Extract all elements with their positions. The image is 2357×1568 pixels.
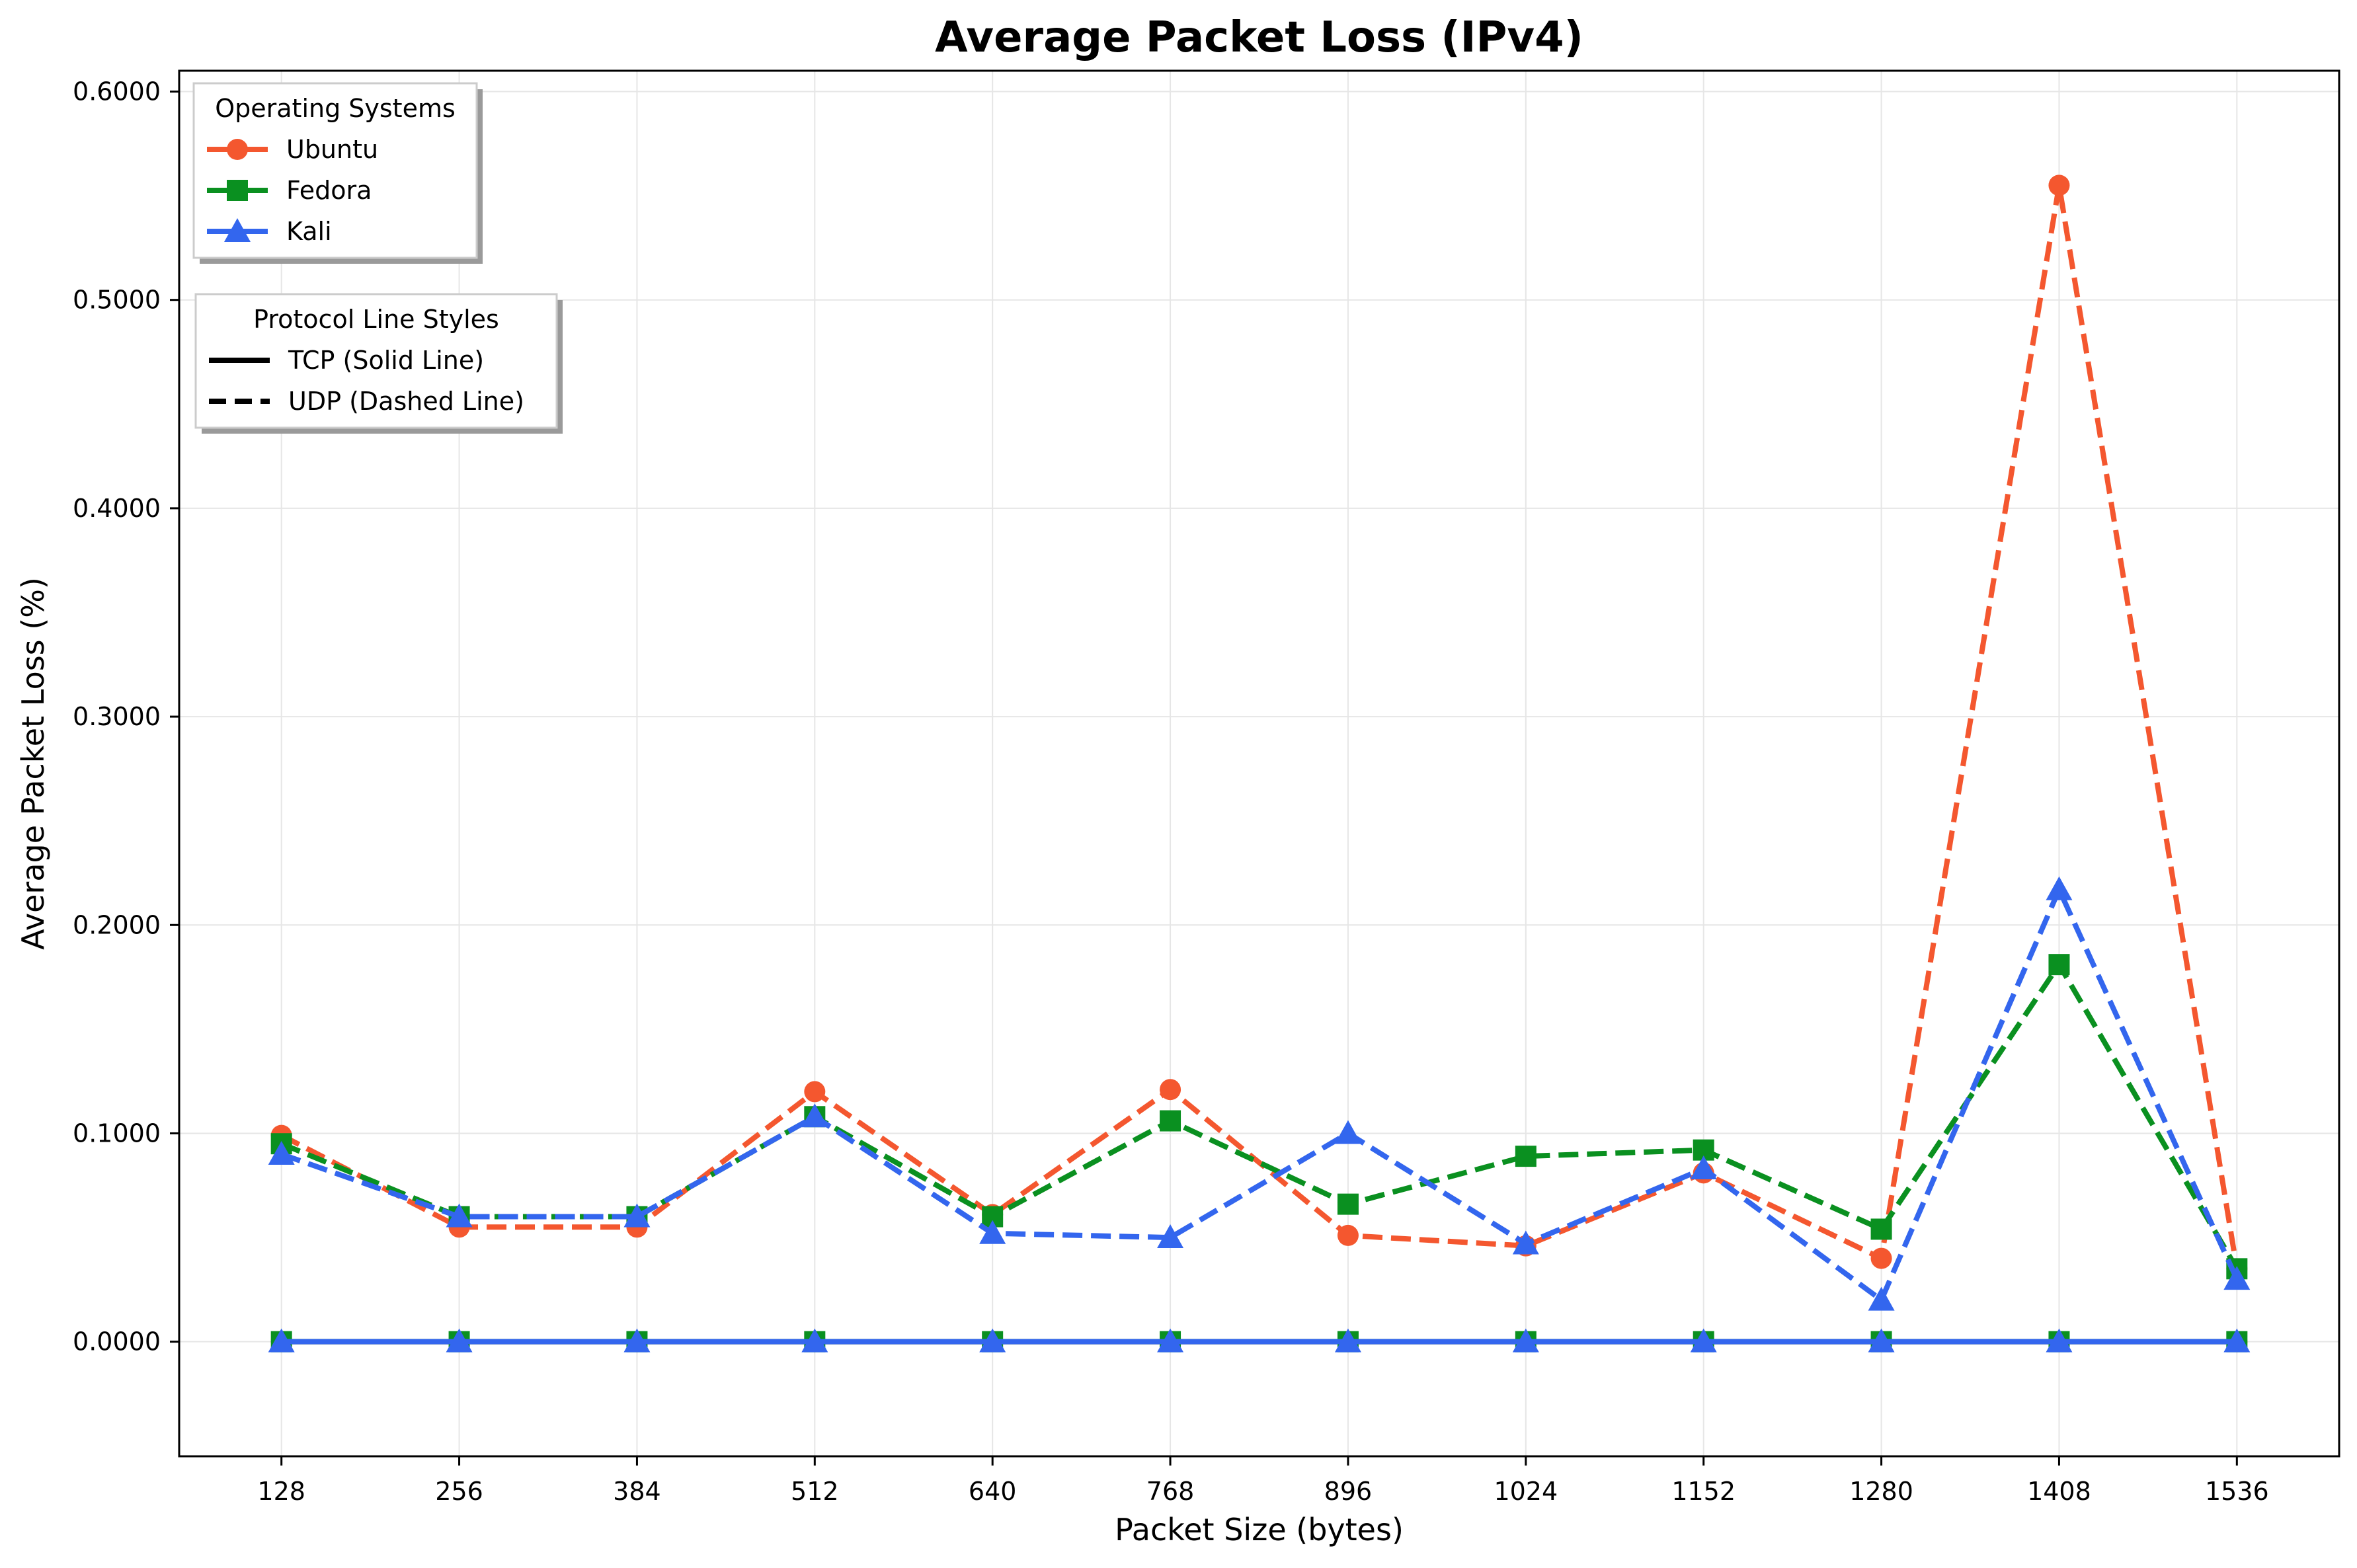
legend-operating-systems: Operating Systems Ubuntu Fedora Kali (192, 82, 483, 264)
data-point-fedora-udp (1337, 1193, 1359, 1215)
data-point-ubuntu-udp (1870, 1247, 1892, 1269)
series-kali-udp (268, 876, 2251, 1311)
data-point-kali-tcp (801, 1328, 828, 1352)
series-line-kali-udp (280, 886, 2239, 1303)
x-tick-label: 256 (435, 1477, 483, 1506)
data-point-kali-tcp (268, 1328, 295, 1352)
x-axis-label: Packet Size (bytes) (1115, 1512, 1404, 1548)
data-point-fedora-udp (1870, 1218, 1892, 1240)
tick-layer: 128 256 384 512 640 768 896 1024 1152 1280 1408 153… (73, 77, 2269, 1506)
data-point-kali-udp (446, 1203, 473, 1228)
y-tick-label: 0.1000 (73, 1118, 161, 1148)
y-tick-label: 0.6000 (73, 77, 161, 106)
data-point-kali-udp (1868, 1286, 1895, 1311)
legend-marker-ubuntu (227, 139, 248, 160)
data-point-kali-tcp (1690, 1328, 1717, 1352)
data-point-kali-tcp (1334, 1328, 1361, 1352)
x-tick-label: 1280 (1849, 1477, 1913, 1506)
legend-title: Protocol Line Styles (253, 305, 499, 334)
x-tick-label: 896 (1324, 1477, 1373, 1506)
x-tick-label: 1024 (1494, 1477, 1558, 1506)
y-tick-label: 0.0000 (73, 1327, 161, 1356)
y-tick-label: 0.4000 (73, 494, 161, 523)
x-tick-label: 640 (969, 1477, 1017, 1506)
data-point-kali-tcp (1868, 1328, 1895, 1352)
data-point-kali-tcp (623, 1328, 651, 1352)
y-tick-label: 0.5000 (73, 286, 161, 315)
data-point-ubuntu-udp (1337, 1224, 1359, 1246)
series-line-ubuntu-udp (280, 182, 2240, 1269)
data-point-kali-udp (1157, 1224, 1184, 1249)
data-point-kali-udp (268, 1140, 295, 1165)
legend-title: Operating Systems (215, 94, 456, 123)
y-tick-label: 0.3000 (73, 702, 161, 731)
x-tick-label: 768 (1146, 1477, 1195, 1506)
legend-entry-label: TCP (Solid Line) (288, 346, 484, 375)
x-tick-label: 128 (257, 1477, 305, 1506)
data-point-kali-udp (2223, 1266, 2251, 1290)
series-layer (268, 175, 2251, 1352)
data-point-ubuntu-udp (1160, 1079, 1181, 1101)
legend-layer: Operating Systems Ubuntu Fedora Kali Protoco… (192, 82, 563, 434)
data-point-kali-tcp (1157, 1328, 1184, 1352)
y-axis-label: Average Packet Loss (%) (15, 577, 51, 950)
data-point-fedora-udp (1160, 1110, 1181, 1132)
legend-entry-label: UDP (Dashed Line) (288, 387, 524, 416)
data-point-kali-udp (1334, 1120, 1361, 1144)
data-point-ubuntu-udp (2048, 175, 2070, 196)
data-point-kali-tcp (1512, 1328, 1539, 1352)
legend-entry-label: Kali (286, 217, 332, 246)
data-point-kali-udp (1512, 1230, 1539, 1255)
data-point-kali-tcp (2223, 1328, 2251, 1352)
series-kali-tcp (268, 1328, 2251, 1352)
x-tick-label: 512 (791, 1477, 839, 1506)
x-tick-label: 384 (613, 1477, 661, 1506)
data-point-kali-udp (2046, 876, 2073, 900)
plot-frame (178, 69, 2340, 1458)
grid-layer (179, 71, 2339, 1456)
legend-protocol-line-styles: Protocol Line Styles TCP (Solid Line) UDP … (194, 293, 563, 434)
x-tick-label: 1408 (2027, 1477, 2091, 1506)
x-tick-label: 1152 (1671, 1477, 1736, 1506)
data-point-kali-tcp (2046, 1328, 2073, 1352)
data-point-kali-tcp (446, 1328, 473, 1352)
chart-title: Average Packet Loss (IPv4) (935, 13, 1583, 62)
data-point-fedora-udp (2048, 954, 2070, 976)
legend-entry-label: Fedora (286, 176, 372, 205)
legend-entry-label: Ubuntu (286, 135, 378, 164)
y-tick-label: 0.2000 (73, 910, 161, 939)
legend-marker-fedora (227, 180, 248, 201)
data-point-kali-udp (801, 1103, 828, 1128)
data-point-fedora-udp (1515, 1146, 1537, 1167)
legend-marker-kali (224, 218, 251, 242)
data-point-kali-udp (1690, 1156, 1717, 1180)
data-point-kali-udp (979, 1220, 1006, 1244)
x-tick-label: 1536 (2205, 1477, 2269, 1506)
data-point-ubuntu-udp (804, 1081, 826, 1103)
data-point-kali-tcp (979, 1328, 1006, 1352)
data-point-kali-udp (623, 1203, 651, 1228)
